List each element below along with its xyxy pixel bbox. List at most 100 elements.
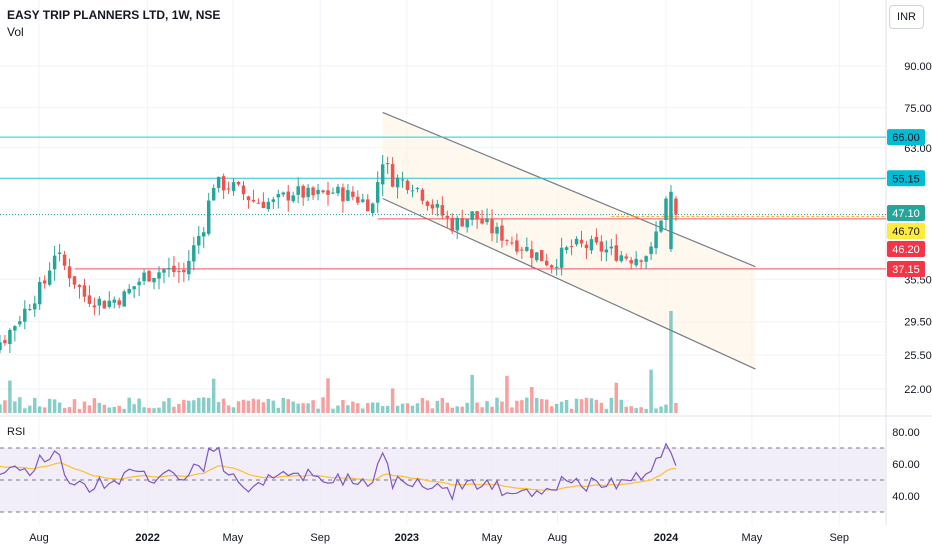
candle-body [18, 321, 22, 325]
volume-bar [241, 399, 246, 413]
candle-body [539, 250, 544, 262]
price-badge-bg [887, 223, 925, 239]
candle-body [112, 299, 117, 303]
currency-button[interactable]: INR [889, 5, 924, 29]
volume-bar [361, 408, 365, 413]
volume-bar [510, 407, 514, 413]
volume-bar [480, 407, 484, 413]
volume-bar [614, 382, 619, 413]
volume-bar [659, 406, 663, 413]
candle-body [137, 281, 141, 286]
volume-bar [485, 401, 489, 413]
candle-body [649, 246, 653, 255]
candle-body [361, 199, 365, 202]
candle-body [122, 291, 126, 307]
candle-body [535, 252, 539, 261]
volume-bar [57, 402, 62, 413]
volume-bar [221, 398, 226, 413]
volume-bar [609, 397, 614, 413]
volume-bar [649, 369, 653, 413]
volume-bar [445, 402, 450, 413]
price-badge-bg [887, 205, 925, 221]
volume-bar [281, 397, 286, 413]
volume-bar [87, 405, 92, 413]
volume-bar [559, 401, 564, 413]
candle-body [167, 267, 171, 270]
rsi-tick-label: 80.00 [892, 427, 920, 439]
volume-bar [450, 407, 455, 413]
volume-bar [400, 403, 405, 413]
candle-body [639, 260, 643, 262]
volume-bar [18, 397, 22, 413]
price-badge-text: 46.20 [892, 244, 920, 256]
candle-body [614, 245, 619, 261]
volume-bar [674, 403, 678, 413]
candle-body [341, 187, 345, 202]
volume-bar [246, 400, 251, 413]
candle-body [117, 300, 121, 305]
candle-body [485, 218, 489, 223]
price-badge-bg [887, 241, 925, 257]
volume-bar [286, 399, 290, 413]
candle-body [266, 201, 271, 209]
candle-body [311, 187, 315, 196]
volume-bar [326, 378, 330, 413]
chart-title: EASY TRIP PLANNERS LTD, 1W, NSE [7, 8, 221, 22]
candle-body [574, 238, 579, 245]
volume-bar [187, 400, 191, 413]
candle-body [326, 190, 330, 195]
candle-body [425, 201, 430, 206]
volume-bar [544, 399, 549, 413]
volume-bar [385, 405, 390, 413]
volume-bar [3, 400, 7, 413]
candle-body [0, 342, 2, 351]
candle-body [455, 217, 459, 231]
candle-body [23, 308, 27, 322]
candle-body [246, 196, 251, 201]
candle-body [187, 260, 191, 275]
volume-bar [311, 400, 315, 413]
volume-bar [102, 404, 107, 413]
volume-bar [236, 401, 241, 413]
volume-bar [505, 375, 509, 413]
candle-body [609, 246, 614, 249]
volume-bar [619, 399, 624, 413]
x-tick-label: May [742, 532, 763, 544]
candle-body [321, 190, 325, 193]
volume-bar [177, 404, 181, 413]
candle-body [281, 192, 286, 195]
volume-bar [0, 404, 2, 413]
volume-bar [112, 406, 117, 413]
volume-bar [197, 397, 201, 413]
candle-body [182, 269, 186, 273]
volume-bar [296, 403, 300, 413]
candle-body [331, 192, 335, 194]
volume-bar [256, 399, 261, 413]
candle-body [544, 260, 549, 266]
volume-bar [346, 405, 350, 413]
candle-body [57, 252, 62, 254]
candle-body [465, 219, 469, 228]
candle-body [390, 164, 395, 187]
candle-body [221, 176, 226, 191]
candle-body [664, 198, 668, 220]
volume-bar [370, 402, 375, 413]
volume-bar [395, 405, 400, 413]
volume-bar [37, 406, 42, 413]
volume-bar [231, 407, 236, 413]
candle-body [216, 176, 221, 188]
volume-bar [410, 405, 415, 413]
volume-bar [211, 378, 216, 413]
candle-body [301, 185, 305, 198]
candle-body [127, 288, 131, 294]
volume-bar [206, 397, 211, 413]
volume-bar [624, 406, 628, 413]
volume-bar [390, 388, 395, 413]
candle-body [594, 236, 599, 243]
volume-bar [316, 408, 320, 413]
volume-bar [201, 397, 206, 413]
volume-bar [192, 400, 196, 413]
candle-body [440, 205, 445, 216]
channel-upper-line [382, 111, 756, 268]
